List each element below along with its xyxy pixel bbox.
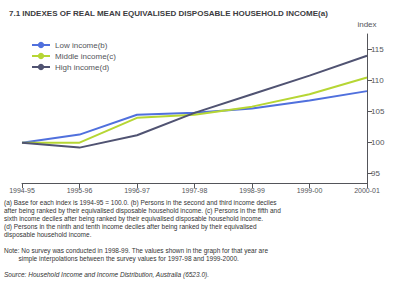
svg-text:1996-97: 1996-97 (124, 187, 150, 194)
svg-text:1994-95: 1994-95 (9, 187, 35, 194)
svg-text:115: 115 (371, 45, 384, 54)
svg-text:Middle income(c): Middle income(c) (55, 52, 116, 61)
svg-text:disposable household income.: disposable household income. (4, 231, 92, 239)
svg-text:110: 110 (371, 76, 384, 85)
svg-text:100: 100 (371, 138, 385, 147)
svg-text:1997-98: 1997-98 (182, 187, 208, 194)
svg-text:7.1 INDEXES OF REAL MEAN EQUIV: 7.1 INDEXES OF REAL MEAN EQUIVALISED DIS… (9, 9, 328, 18)
svg-text:index: index (357, 20, 376, 29)
svg-text:Low income(b): Low income(b) (55, 41, 108, 50)
svg-text:1995-96: 1995-96 (67, 187, 93, 194)
svg-text:1999-00: 1999-00 (297, 187, 323, 194)
svg-text:(d) Persons in the ninth and t: (d) Persons in the ninth and tenth incom… (4, 223, 257, 231)
svg-text:Note: No survey was conducted: Note: No survey was conducted in 1998-99… (4, 247, 268, 255)
svg-text:1998-99: 1998-99 (239, 187, 265, 194)
svg-text:Source: Household Income and I: Source: Household Income and Income Dist… (4, 271, 209, 279)
svg-text:105: 105 (371, 107, 385, 116)
svg-text:simple interpolations between: simple interpolations between the survey… (4, 255, 239, 263)
svg-text:2000-01: 2000-01 (354, 187, 380, 194)
svg-text:95: 95 (371, 169, 380, 178)
svg-text:sixth income deciles after bei: sixth income deciles after being ranked … (4, 215, 263, 223)
svg-text:(a) Base for each index is 199: (a) Base for each index is 1994-95 = 100… (4, 199, 277, 207)
svg-text:High income(d): High income(d) (55, 63, 110, 72)
svg-text:after being ranked by their eq: after being ranked by their equivalised … (4, 207, 281, 215)
